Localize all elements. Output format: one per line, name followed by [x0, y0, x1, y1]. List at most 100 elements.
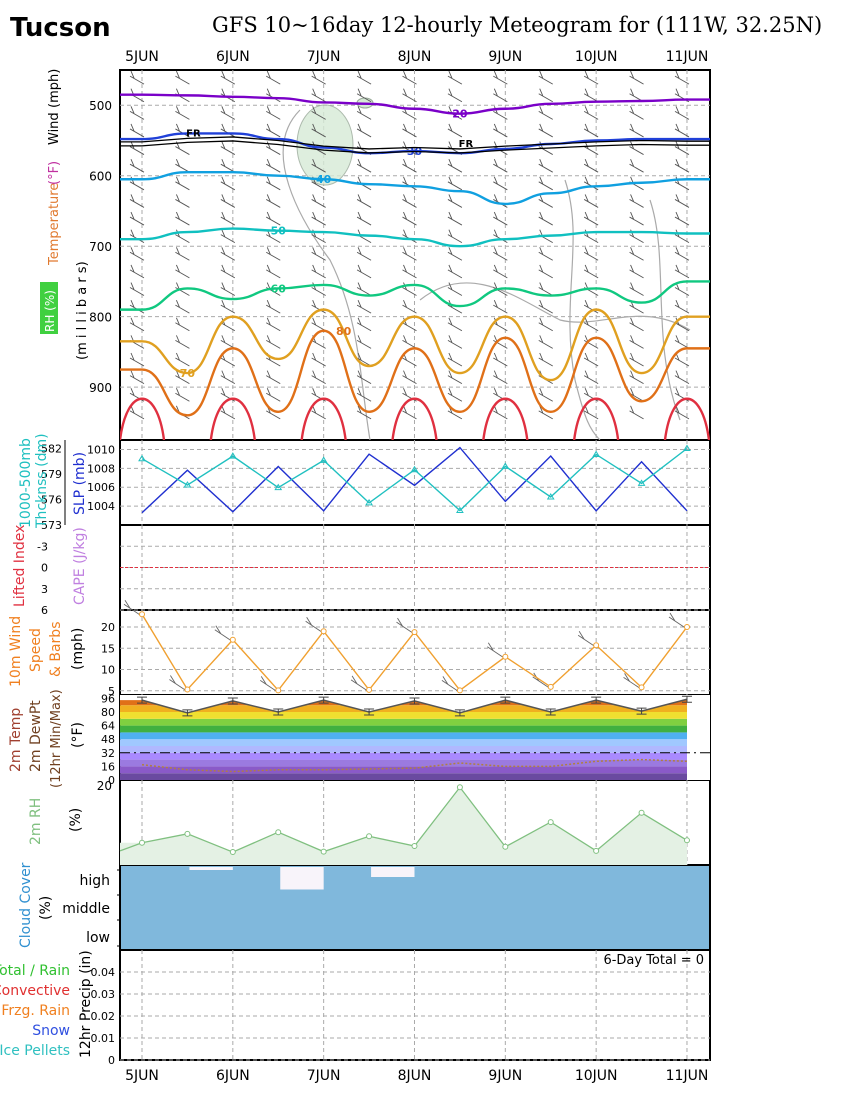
isotherm-label: 70: [180, 367, 196, 380]
cloud-cover-unit: (%): [38, 896, 54, 920]
temp-mask: [120, 695, 687, 713]
time-label-bottom: 7JUN: [307, 1068, 341, 1084]
temp-minmax-marker: [273, 708, 284, 716]
rh2m-unit: (%): [68, 808, 84, 832]
wind-barb: [629, 123, 644, 138]
cloud-level-low: low: [86, 930, 110, 946]
cape-label: CAPE (J/kg): [72, 527, 88, 605]
wind-barb: [220, 194, 236, 208]
temp-minmax-marker: [636, 707, 647, 715]
slp-tick-label: 1004: [87, 500, 115, 513]
wind-barb: [674, 370, 690, 385]
temp-bands: [120, 695, 710, 780]
wind-barb: [583, 264, 599, 279]
pressure-tick-label: 900: [89, 381, 112, 395]
temp-minmax-marker: [591, 696, 602, 704]
precip-ylabel: 12hr Precip (in): [78, 950, 94, 1058]
wind-barb: [129, 282, 145, 296]
wind-barb: [311, 123, 326, 138]
wind-barb: [674, 123, 690, 138]
rh-point: [229, 849, 236, 856]
wind-speed-series-point: [139, 611, 145, 618]
wind-barb: [129, 247, 145, 261]
wind-barb: [311, 211, 326, 226]
wind-barb: [220, 141, 236, 155]
isotherm-line-70: [120, 308, 710, 382]
wind-barb: [175, 370, 190, 385]
rh-legend-label: RH (%): [43, 290, 57, 332]
wind-barb: [447, 123, 463, 138]
wind-barb: [356, 388, 372, 402]
wind-barb: [538, 194, 553, 208]
thickness-label-1: 1000-500mb: [18, 438, 34, 528]
wind-barb: [266, 123, 281, 138]
temp-band: [120, 773, 687, 780]
time-label-bottom: 8JUN: [398, 1068, 432, 1084]
wind-barb: [538, 352, 553, 367]
isotherm-line-90: [663, 397, 710, 440]
wind-barb: [674, 247, 690, 261]
time-label-bottom: 6JUN: [216, 1068, 250, 1084]
time-label-bottom: 10JUN: [575, 1068, 618, 1084]
rh-contour: [282, 109, 371, 440]
millibars-label: (m i l l i b a r s): [75, 261, 90, 360]
wind-barb: [538, 88, 553, 103]
temp-minmax-marker: [318, 696, 329, 704]
rh-point: [366, 833, 373, 840]
wind-barb: [220, 159, 236, 173]
rh-point: [593, 847, 600, 854]
wind-barb: [629, 141, 644, 155]
legend-snow: Snow: [32, 1023, 70, 1039]
wind-barb: [175, 264, 190, 279]
wind-barb: [538, 176, 553, 191]
wind-barb: [538, 106, 553, 120]
wind-barb: [175, 159, 190, 173]
wind-barb: [538, 282, 553, 296]
wind-barb: [538, 299, 553, 314]
temp-tick-label: 48: [101, 733, 115, 746]
wind-unit: (mph): [47, 69, 62, 108]
wind-barb: [266, 176, 281, 191]
temp-band: [120, 712, 687, 719]
wind-barb: [629, 352, 644, 367]
wind-barb: [447, 247, 463, 261]
wind-barb: [583, 70, 599, 85]
wind-barb: [311, 370, 326, 385]
wind-barb: [447, 159, 463, 173]
precip-tick-label: 0.04: [91, 966, 116, 979]
wind-barb: [402, 211, 417, 226]
wind-speed-series-point: [411, 629, 418, 636]
isotherm-label: 80: [336, 325, 352, 338]
wind-barb: [583, 317, 599, 332]
rh-point: [411, 842, 418, 849]
wind-barb: [402, 247, 417, 261]
li-tick-label: -3: [37, 540, 48, 553]
wind-barb: [402, 70, 417, 85]
temp-minmax-marker: [227, 697, 238, 705]
wind-barb: [402, 335, 417, 349]
thickness-series-point: [319, 456, 328, 463]
isotherm-label: 50: [271, 225, 287, 238]
time-label-bottom: 9JUN: [488, 1068, 522, 1084]
wind-barb: [402, 194, 417, 208]
wind-barb: [493, 247, 508, 261]
freezing-level-line: [120, 136, 710, 150]
wind-barb: [220, 335, 236, 349]
wind-barb: [356, 370, 372, 385]
rh-point: [683, 837, 690, 844]
wind-barb: [356, 123, 372, 138]
wind-barb: [129, 159, 145, 173]
temp-tick-label: 64: [101, 720, 115, 733]
wind-barb: [266, 335, 281, 349]
wind-speed-series-point: [638, 684, 645, 691]
wind-barb: [356, 317, 372, 332]
temp-minmax-marker: [137, 696, 147, 704]
cloud-clear-gap: [189, 867, 233, 870]
lifted-index-label: Lifted Index: [12, 525, 28, 607]
wind-barb: [175, 317, 190, 332]
wind-barb: [220, 70, 236, 85]
wind-speed-series-point: [683, 624, 690, 630]
wind-barb: [629, 282, 644, 296]
wind-barb: [311, 194, 326, 208]
wind-tick-label: 15: [101, 642, 115, 655]
